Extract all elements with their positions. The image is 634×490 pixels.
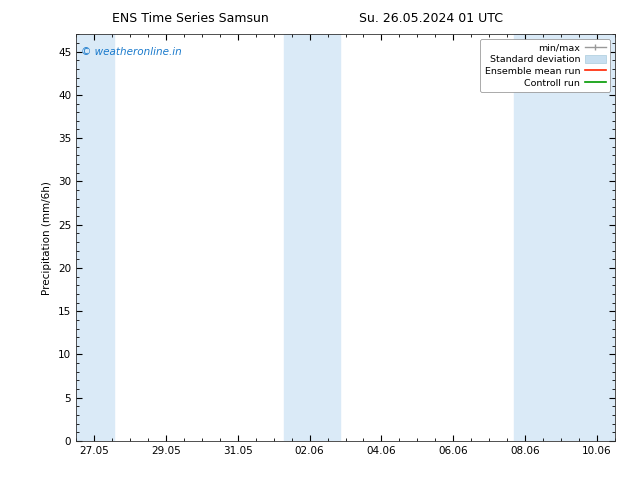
Text: © weatheronline.in: © weatheronline.in — [81, 47, 182, 56]
Bar — [76, 34, 114, 441]
Legend: min/max, Standard deviation, Ensemble mean run, Controll run: min/max, Standard deviation, Ensemble me… — [480, 39, 611, 92]
Y-axis label: Precipitation (mm/6h): Precipitation (mm/6h) — [42, 181, 53, 294]
Text: ENS Time Series Samsun: ENS Time Series Samsun — [112, 12, 269, 25]
Bar — [514, 34, 615, 441]
Text: Su. 26.05.2024 01 UTC: Su. 26.05.2024 01 UTC — [359, 12, 503, 25]
Bar — [285, 34, 340, 441]
